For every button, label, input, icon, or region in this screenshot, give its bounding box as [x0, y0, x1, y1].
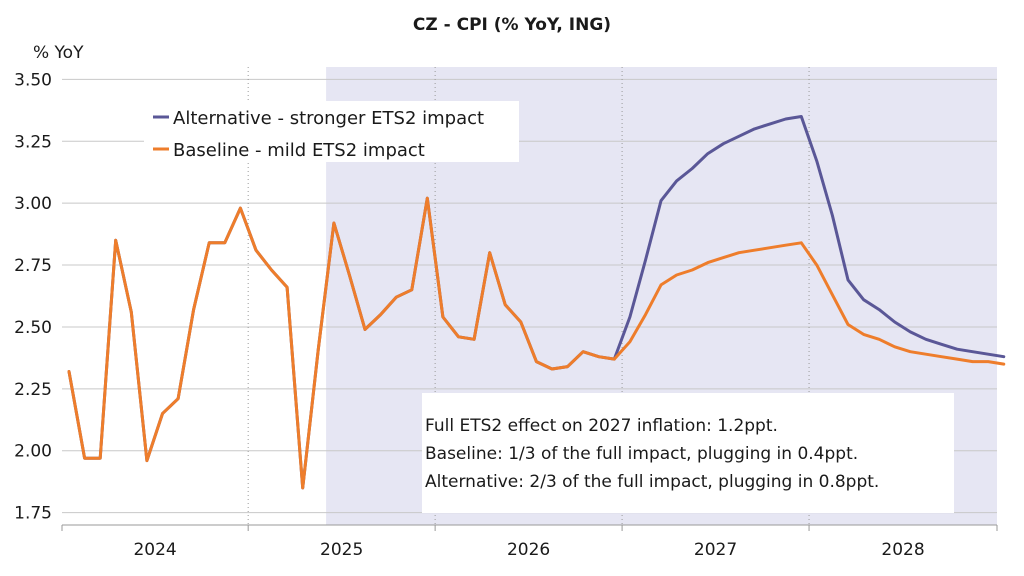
annotation-line-1: Full ETS2 effect on 2027 inflation: 1.2p… — [425, 416, 778, 436]
y-tick-label: 3.00 — [14, 194, 52, 214]
series-line-baseline — [67, 196, 1006, 490]
y-tick-label: 3.25 — [14, 132, 52, 152]
x-tick-label: 2025 — [320, 540, 363, 560]
annotation-line-3: Alternative: 2/3 of the full impact, plu… — [425, 472, 879, 492]
annotation-background — [422, 393, 954, 513]
y-tick-label: 1.75 — [14, 504, 52, 524]
y-tick-label: 2.00 — [14, 442, 52, 462]
y-tick-label: 2.75 — [14, 256, 52, 276]
x-tick-label: 2028 — [881, 540, 924, 560]
y-tick-label: 2.50 — [14, 318, 52, 338]
legend-label-baseline: Baseline - mild ETS2 impact — [173, 140, 425, 161]
annotation-box: Full ETS2 effect on 2027 inflation: 1.2p… — [422, 393, 954, 513]
legend: Alternative - stronger ETS2 impact Basel… — [144, 101, 519, 162]
y-axis-unit: % YoY — [33, 43, 84, 63]
legend-label-alternative: Alternative - stronger ETS2 impact — [173, 108, 484, 129]
y-tick-label: 3.50 — [14, 70, 52, 90]
x-tick-label: 2027 — [694, 540, 737, 560]
legend-background — [144, 101, 519, 162]
chart-title: CZ - CPI (% YoY, ING) — [413, 15, 611, 35]
y-tick-label: 2.25 — [14, 380, 52, 400]
x-tick-label: 2026 — [507, 540, 550, 560]
x-tick-label: 2024 — [133, 540, 176, 560]
annotation-line-2: Baseline: 1/3 of the full impact, pluggi… — [425, 444, 858, 464]
